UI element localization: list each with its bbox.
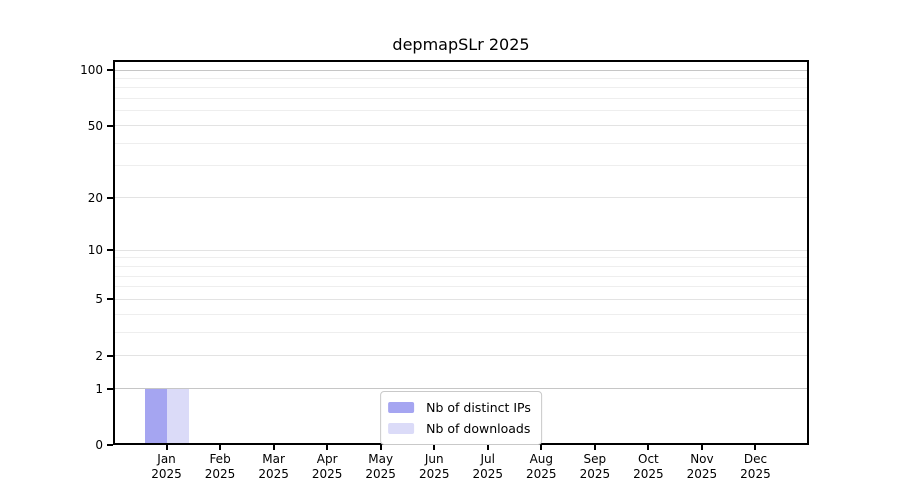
bar-nb-of-distinct-ips-0 xyxy=(144,388,167,443)
gridline-4 xyxy=(115,313,807,315)
legend: Nb of distinct IPs Nb of downloads xyxy=(380,391,542,445)
y-tick-50 xyxy=(107,124,113,127)
month-label-7: Aug 2025 xyxy=(526,452,557,481)
legend-item-distinct-ips: Nb of distinct IPs xyxy=(388,397,531,418)
gridline-30 xyxy=(115,165,807,167)
gridline-50 xyxy=(115,125,807,127)
x-tick-8 xyxy=(593,445,596,450)
gridline-20 xyxy=(115,197,807,199)
y-tick-label-5: 5 xyxy=(95,292,103,307)
y-tick-100 xyxy=(107,69,113,71)
gridline-40 xyxy=(115,142,807,144)
legend-label-downloads: Nb of downloads xyxy=(426,421,531,436)
x-tick-4 xyxy=(379,445,382,450)
gridline-1 xyxy=(115,388,807,390)
month-label-10: Nov 2025 xyxy=(686,452,718,481)
month-label-2: Mar 2025 xyxy=(258,452,289,481)
gridline-2 xyxy=(115,355,807,357)
gridline-60 xyxy=(115,110,807,112)
downloads-swatch xyxy=(388,423,415,434)
gridline-5 xyxy=(115,298,807,300)
x-tick-1 xyxy=(219,445,222,450)
y-tick-label-10: 10 xyxy=(87,243,103,258)
month-label-8: Sep 2025 xyxy=(579,452,611,481)
gridline-100 xyxy=(115,69,807,71)
y-tick-label-50: 50 xyxy=(87,118,103,133)
month-label-5: Jun 2025 xyxy=(418,452,450,481)
x-tick-9 xyxy=(647,445,650,450)
x-tick-7 xyxy=(540,445,543,450)
gridline-3 xyxy=(115,331,807,333)
gridline-6 xyxy=(115,286,807,288)
x-tick-3 xyxy=(326,445,329,450)
gridline-10 xyxy=(115,249,807,251)
legend-label-distinct-ips: Nb of distinct IPs xyxy=(426,400,531,415)
gridline-8 xyxy=(115,265,807,267)
gridline-80 xyxy=(115,87,807,89)
y-tick-label-2: 2 xyxy=(95,348,103,363)
y-tick-10 xyxy=(107,249,113,252)
y-tick-label-20: 20 xyxy=(87,190,103,205)
gridline-9 xyxy=(115,257,807,259)
month-label-6: Jul 2025 xyxy=(472,452,504,481)
y-tick-20 xyxy=(107,196,113,199)
y-tick-label-0: 0 xyxy=(95,438,103,452)
month-label-0: Jan 2025 xyxy=(151,452,182,481)
month-label-9: Oct 2025 xyxy=(633,452,664,481)
y-tick-1 xyxy=(107,387,113,390)
gridline-7 xyxy=(115,275,807,277)
y-tick-5 xyxy=(107,298,113,301)
x-tick-11 xyxy=(754,445,757,450)
distinct-ips-swatch xyxy=(388,402,415,413)
bar-nb-of-downloads-0 xyxy=(166,388,189,443)
month-label-1: Feb 2025 xyxy=(204,452,236,481)
month-label-11: Dec 2025 xyxy=(740,452,771,481)
x-tick-2 xyxy=(272,445,275,450)
gridline-90 xyxy=(115,77,807,79)
x-tick-10 xyxy=(700,445,703,450)
gridline-70 xyxy=(115,98,807,100)
month-label-4: May 2025 xyxy=(365,452,396,481)
y-tick-2 xyxy=(107,354,113,357)
month-label-3: Apr 2025 xyxy=(311,452,343,481)
y-tick-label-100: 100 xyxy=(80,63,103,77)
chart-title: depmapSLr 2025 xyxy=(392,35,530,54)
x-tick-5 xyxy=(433,445,436,450)
y-tick-0 xyxy=(107,444,113,446)
x-tick-6 xyxy=(486,445,489,450)
y-tick-label-1: 1 xyxy=(95,381,103,396)
legend-item-downloads: Nb of downloads xyxy=(388,418,531,439)
x-tick-0 xyxy=(165,445,168,450)
